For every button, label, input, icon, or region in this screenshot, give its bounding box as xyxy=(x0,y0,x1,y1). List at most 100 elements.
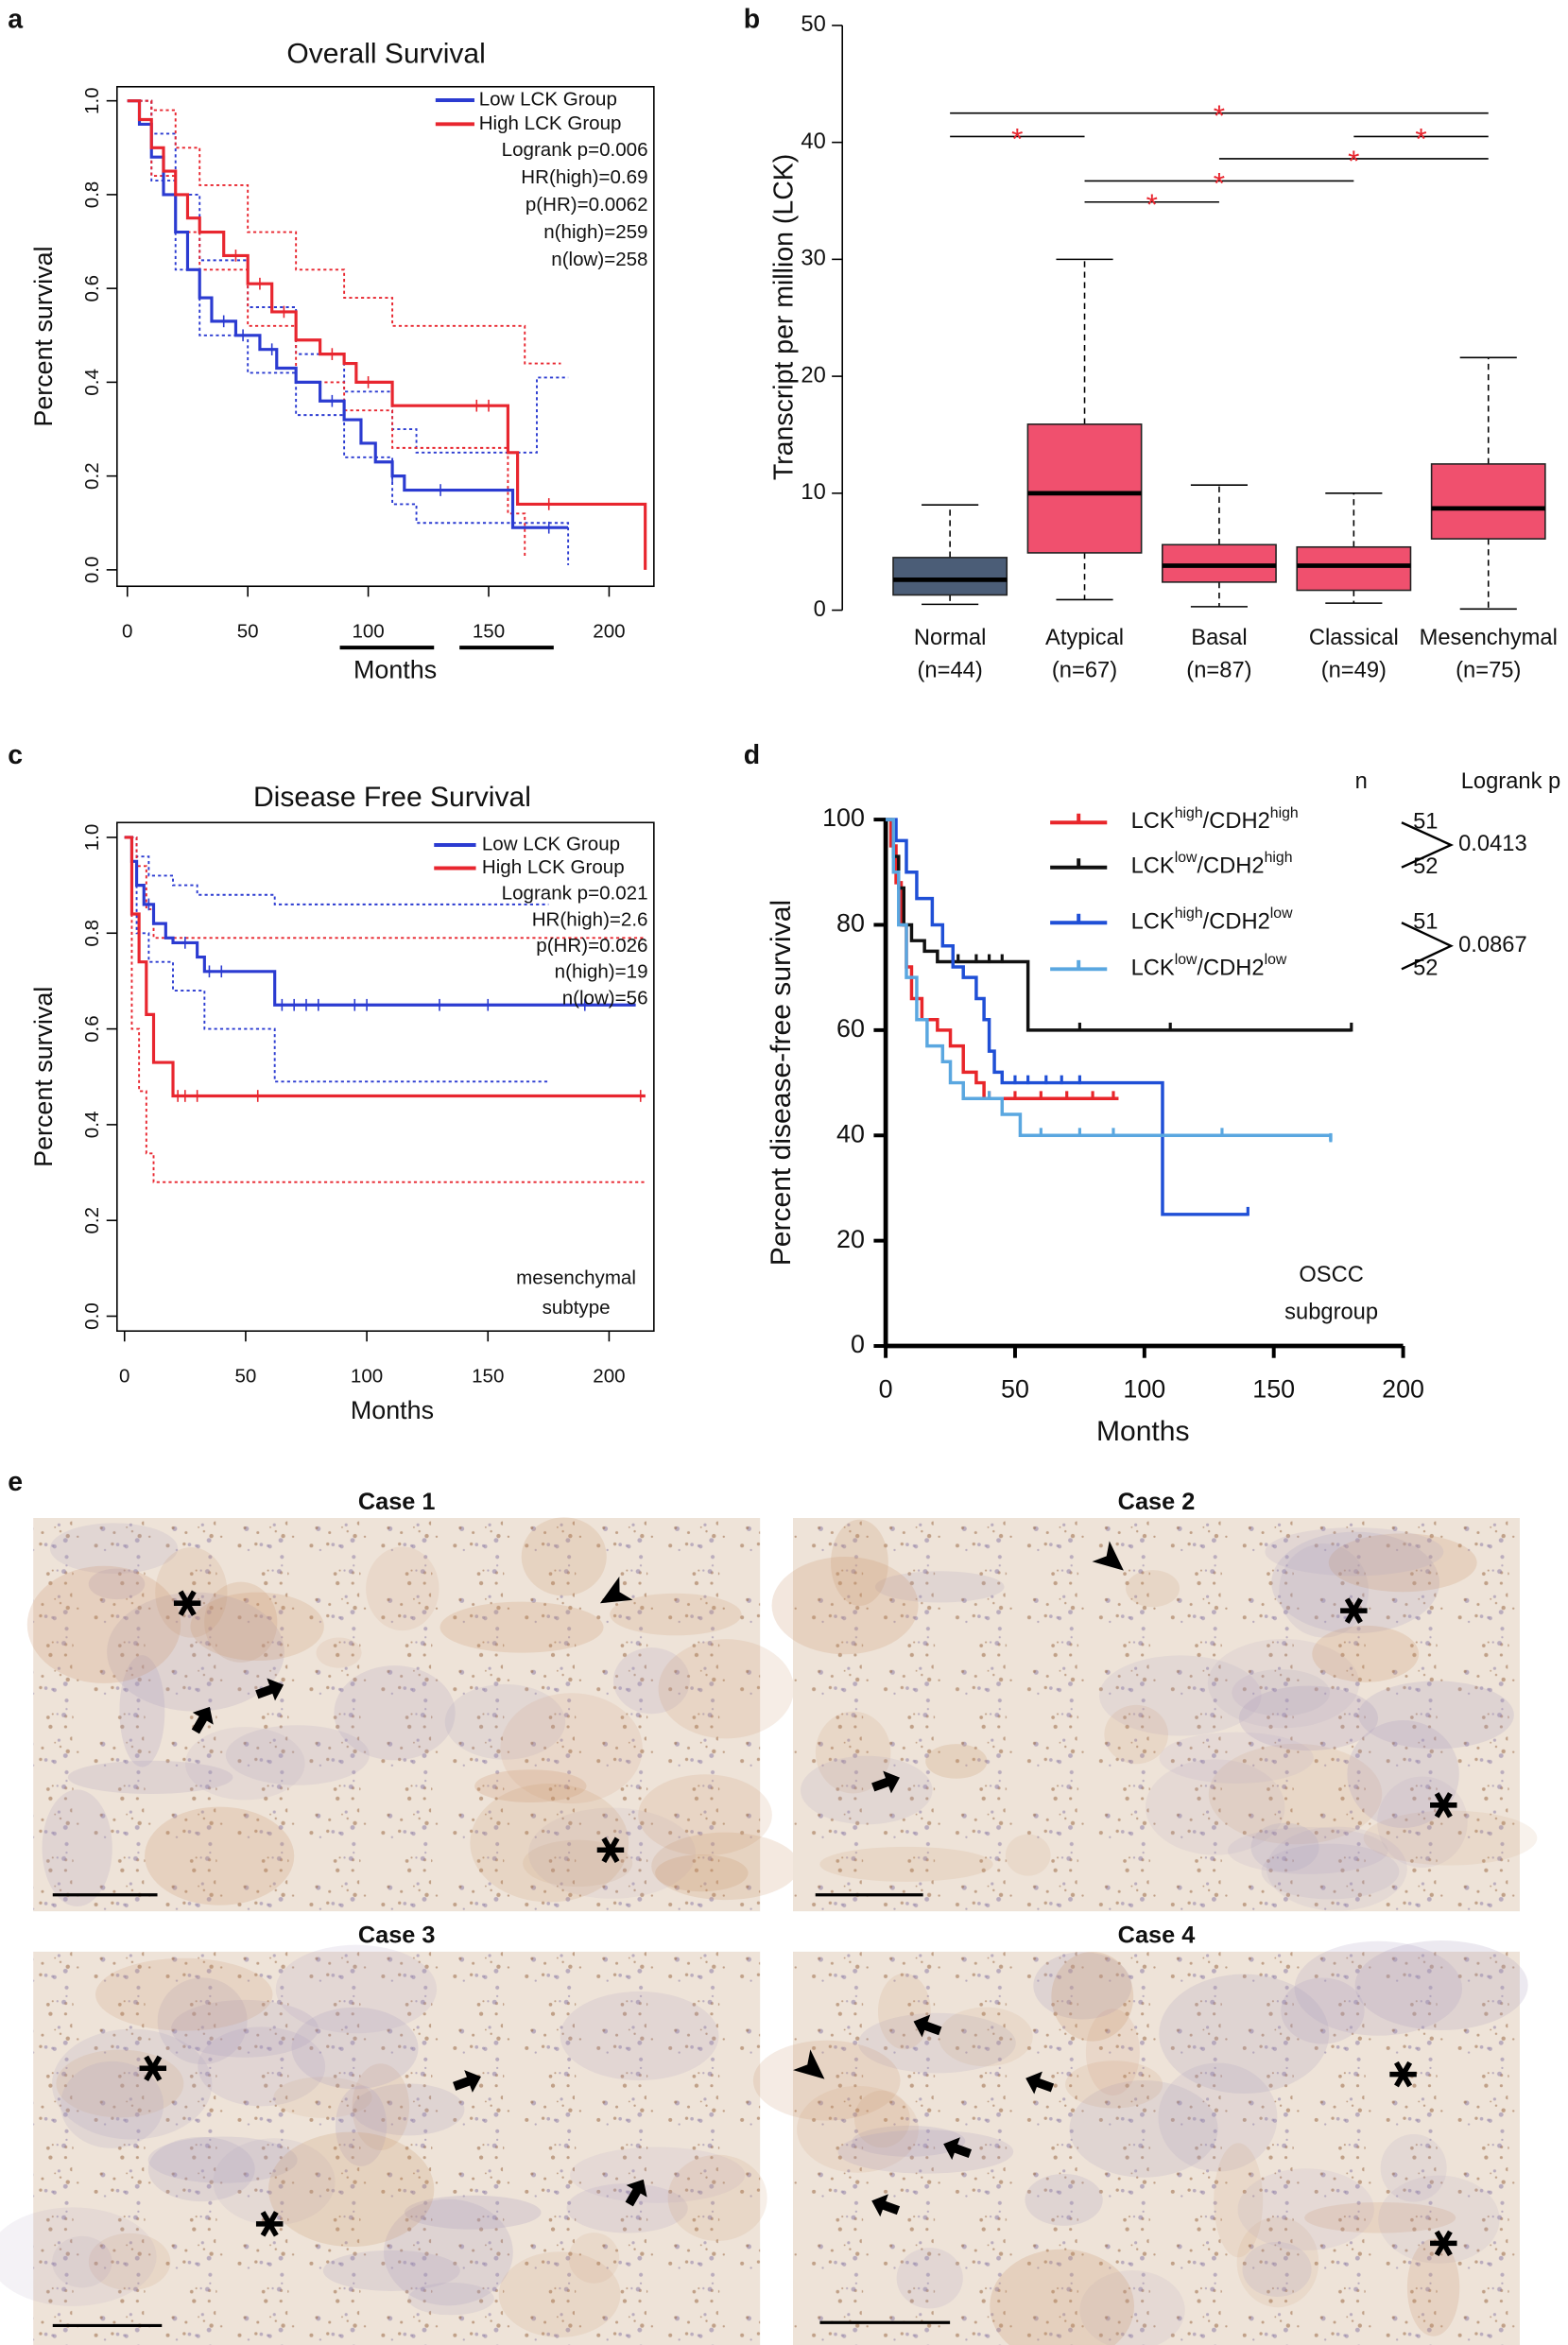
tissue-region xyxy=(852,2125,966,2157)
histology-image xyxy=(33,1518,761,1912)
tissue-region xyxy=(1378,2175,1500,2264)
y-tick-label: 60 xyxy=(836,1014,865,1043)
statistic: HR(high)=2.6 xyxy=(532,908,648,930)
tissue-region xyxy=(213,2138,336,2226)
chart-title: Overall Survival xyxy=(286,38,485,69)
y-tick-label: 0 xyxy=(814,597,826,622)
panel-label: c xyxy=(8,740,23,770)
legend-label-part: LCK xyxy=(1131,810,1175,835)
tissue-region xyxy=(1294,1940,1463,2036)
legend-label: LCKlow/CDH2high xyxy=(1131,850,1293,879)
y-tick-label: 50 xyxy=(801,12,825,37)
tissue-region xyxy=(198,2026,326,2107)
y-axis-label: Percent disease-free survival xyxy=(766,900,797,1266)
sample-size: (n=87) xyxy=(1186,659,1251,683)
bracket xyxy=(1401,821,1455,869)
tissue-region xyxy=(52,2235,112,2288)
tissue-region xyxy=(815,1711,891,1794)
p-value: 0.0413 xyxy=(1458,832,1527,856)
tissue-region xyxy=(877,1973,931,2050)
tissue-region xyxy=(49,1523,179,1575)
tissue-region xyxy=(896,2248,963,2309)
tissue-region xyxy=(1266,1826,1407,1911)
x-axis-label: Months xyxy=(353,656,437,684)
legend-label-part: LCK xyxy=(1131,957,1175,981)
y-tick-label: 100 xyxy=(822,803,865,832)
confidence-band xyxy=(124,836,646,1183)
x-tick-label: Atypical xyxy=(1045,626,1124,650)
tissue-region xyxy=(334,1665,456,1761)
x-tick-label: 0 xyxy=(879,1375,893,1404)
x-axis-label: Months xyxy=(351,1396,434,1424)
x-axis-label: Months xyxy=(1096,1416,1190,1447)
significance-star: * xyxy=(1011,122,1023,156)
statistic: HR(high)=0.69 xyxy=(521,166,647,188)
x-tick-label: 150 xyxy=(1252,1375,1295,1404)
tissue-region xyxy=(667,2154,767,2241)
panel-label: e xyxy=(8,1467,23,1497)
statistic: n(high)=259 xyxy=(543,221,647,243)
tissue-region xyxy=(1069,2080,1218,2178)
column-header: Logrank p xyxy=(1461,769,1561,794)
arrowhead xyxy=(793,2049,825,2079)
box xyxy=(1430,463,1546,540)
tissue-region xyxy=(797,2085,919,2173)
arrow xyxy=(453,2070,481,2093)
tissue-region xyxy=(171,1999,319,2058)
tissue-region xyxy=(107,1592,284,1712)
tissue-region xyxy=(157,1977,248,2065)
tissue-region xyxy=(275,1944,438,2034)
histology-image xyxy=(792,1951,1520,2345)
tissue-region xyxy=(1159,1974,1330,2095)
legend-label-part: low xyxy=(1175,850,1198,866)
tissue-region xyxy=(204,1581,278,1663)
box xyxy=(1162,543,1277,583)
x-tick-label: 0 xyxy=(119,1366,129,1388)
y-tick-label: 0.0 xyxy=(81,557,103,584)
y-tick-label: 30 xyxy=(801,247,825,271)
tissue-region xyxy=(1025,2173,1103,2226)
tissue-region xyxy=(1406,2238,1460,2336)
plot-frame xyxy=(116,821,655,1333)
y-tick-label: 40 xyxy=(801,129,825,154)
tissue-region xyxy=(939,2007,1033,2067)
annotation: OSCC xyxy=(1299,1263,1364,1287)
tissue-region xyxy=(655,1854,749,1892)
tissue-region xyxy=(335,2085,388,2166)
y-tick-label: 0.6 xyxy=(81,1015,103,1043)
tissue-region xyxy=(570,2147,746,2203)
arrow xyxy=(625,2179,647,2207)
legend-label: Low LCK Group xyxy=(479,88,617,110)
confidence-band xyxy=(127,99,570,565)
survival-curve xyxy=(127,99,569,529)
panel-label: a xyxy=(8,5,24,35)
legend-label-part: /CDH2 xyxy=(1203,810,1270,835)
y-tick-label: 20 xyxy=(801,363,825,388)
chart-title: Disease Free Survival xyxy=(253,782,531,813)
panel-label: b xyxy=(744,5,760,35)
significance-star: * xyxy=(1348,144,1359,178)
legend-label-part: /CDH2 xyxy=(1197,957,1264,981)
asterisk xyxy=(178,1590,197,1616)
significance-star: * xyxy=(1214,166,1225,200)
box xyxy=(892,557,1008,596)
legend-label-part: high xyxy=(1175,805,1203,821)
confidence-band xyxy=(127,99,561,365)
tissue-region xyxy=(1380,2133,1447,2202)
tissue-region xyxy=(184,1727,305,1801)
significance-star: * xyxy=(1415,122,1426,156)
tissue-region xyxy=(858,2012,1016,2074)
y-tick-label: 1.0 xyxy=(81,824,103,852)
y-tick-label: 0.4 xyxy=(81,1112,103,1139)
confidence-band xyxy=(124,836,646,940)
tissue-region xyxy=(225,1725,370,1785)
tissue-region xyxy=(752,2040,901,2121)
tissue-region xyxy=(500,1693,643,1804)
sample-size: (n=67) xyxy=(1052,659,1117,683)
y-tick-label: 0.2 xyxy=(81,1207,103,1234)
tissue-region xyxy=(831,1519,888,1607)
y-tick-label: 0 xyxy=(851,1330,865,1358)
y-tick-label: 0.8 xyxy=(81,181,103,209)
survival-curve xyxy=(886,818,1333,1141)
